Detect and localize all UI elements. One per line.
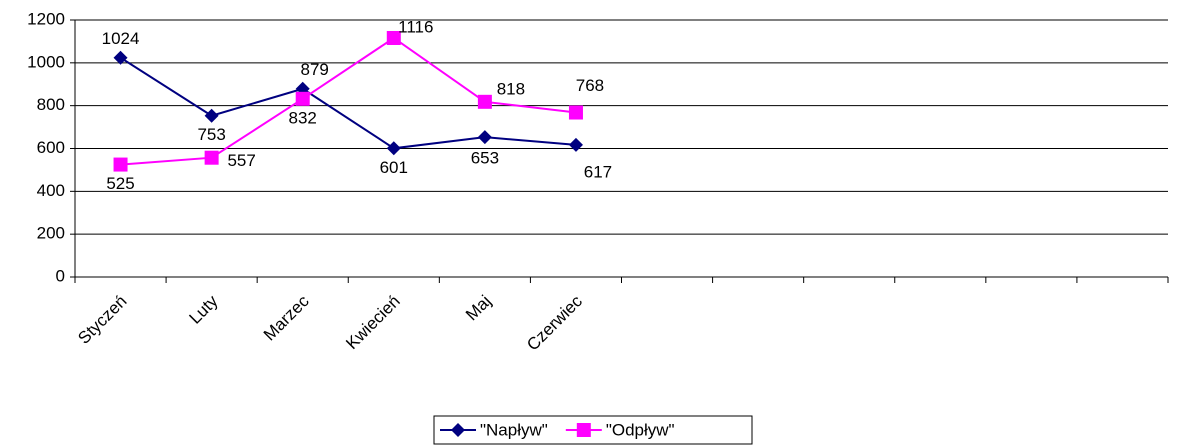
data-label: 832 — [289, 108, 317, 127]
marker — [386, 141, 401, 156]
y-tick-label: 1000 — [27, 52, 65, 71]
data-label: 525 — [106, 174, 134, 193]
series-line — [120, 56, 577, 150]
marker — [204, 150, 219, 165]
marker — [477, 130, 492, 145]
data-label: 879 — [301, 60, 329, 79]
marker — [477, 94, 492, 109]
marker — [295, 91, 310, 106]
series-line — [120, 36, 577, 166]
marker — [204, 108, 219, 123]
y-tick-label: 600 — [37, 138, 65, 157]
legend-label: "Napływ" — [480, 420, 548, 439]
data-label: 753 — [197, 125, 225, 144]
data-label: 818 — [497, 79, 525, 98]
x-tick-label: Maj — [462, 292, 495, 325]
y-tick-label: 1200 — [27, 9, 65, 28]
data-label: 601 — [380, 158, 408, 177]
marker — [113, 157, 128, 172]
x-tick-label: Styczeń — [74, 292, 130, 348]
data-label: 1024 — [102, 29, 140, 48]
data-label: 1116 — [398, 17, 433, 36]
data-label: 557 — [227, 151, 255, 170]
marker — [576, 423, 591, 437]
y-tick-label: 200 — [37, 224, 65, 243]
x-tick-label: Czerwiec — [523, 291, 586, 354]
marker — [386, 30, 401, 45]
x-tick-label: Marzec — [260, 291, 313, 344]
marker — [568, 137, 583, 152]
x-tick-label: Kwiecień — [342, 292, 404, 354]
y-tick-label: 400 — [37, 181, 65, 200]
data-label: 617 — [584, 162, 612, 181]
legend-label: "Odpływ" — [606, 420, 675, 439]
marker — [568, 105, 583, 120]
marker — [451, 423, 465, 437]
y-tick-label: 0 — [56, 266, 65, 285]
marker — [113, 50, 128, 65]
data-label: 768 — [576, 76, 604, 95]
data-label: 653 — [471, 149, 499, 168]
x-tick-label: Luty — [185, 291, 222, 328]
y-tick-label: 800 — [37, 95, 65, 114]
legend: "Napływ" "Odpływ" — [433, 415, 753, 445]
